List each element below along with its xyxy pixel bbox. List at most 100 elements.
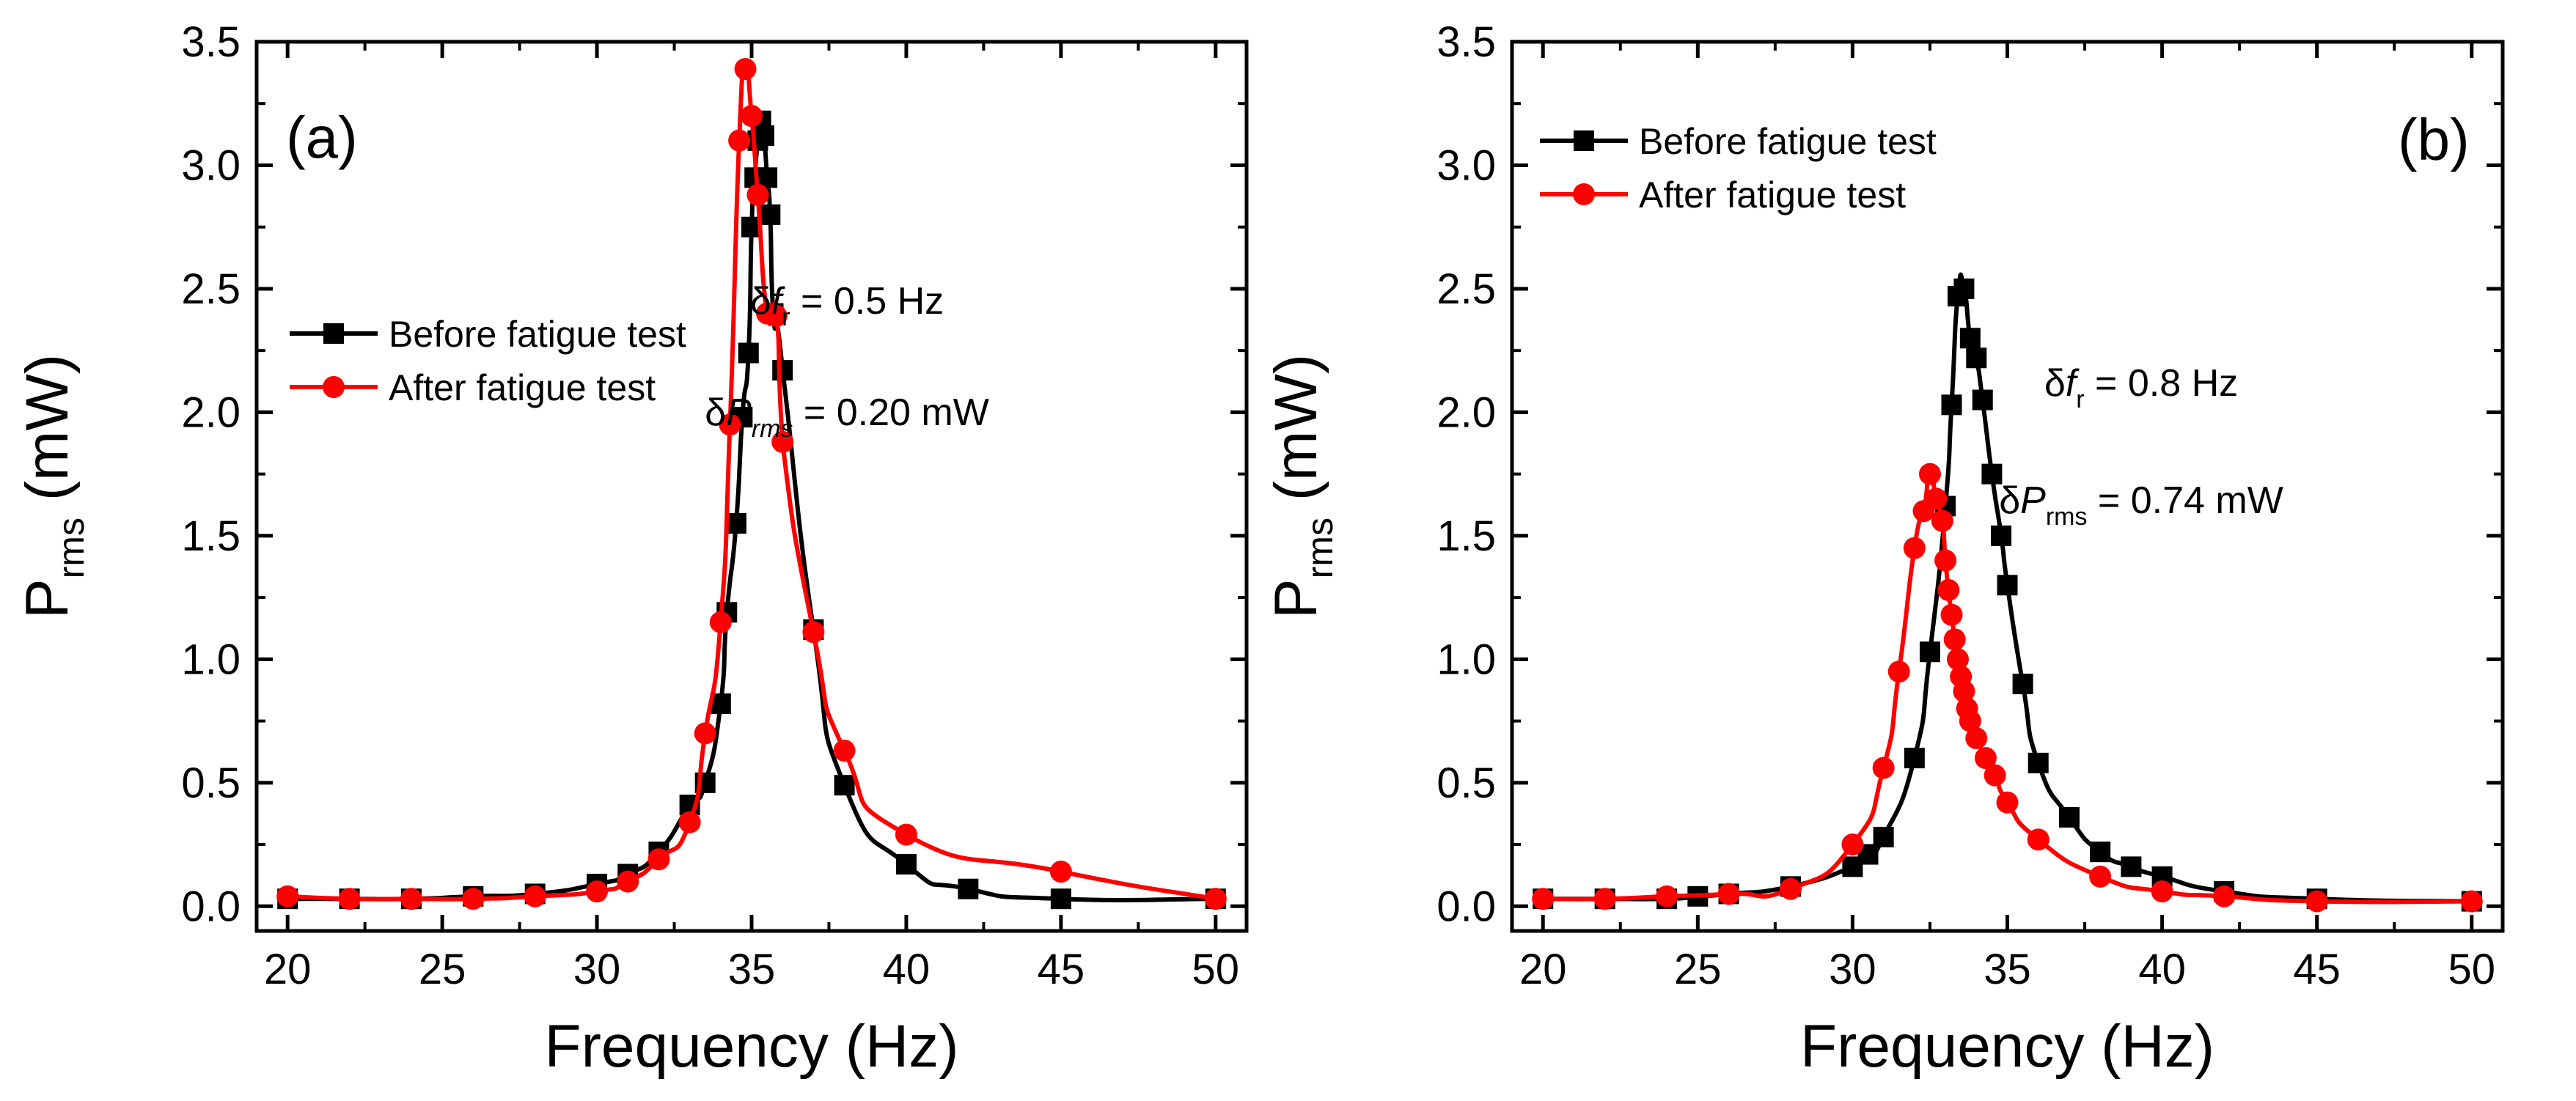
legend-label: After fatigue test	[1639, 174, 1906, 216]
series-after	[1532, 463, 2483, 913]
x-tick-label: 50	[1192, 946, 1240, 993]
data-point	[802, 621, 825, 644]
x-tick-label: 40	[883, 946, 931, 993]
data-point	[617, 870, 639, 893]
data-point	[753, 125, 774, 147]
y-tick-label: 0.0	[181, 883, 241, 930]
data-point	[1779, 877, 1802, 900]
y-tick-label: 2.0	[181, 389, 241, 436]
data-point	[895, 854, 917, 875]
legend-label: After fatigue test	[389, 367, 656, 408]
data-point	[1965, 727, 1988, 750]
data-point	[1966, 347, 1987, 369]
data-point	[2090, 842, 2111, 863]
data-point	[1953, 278, 1975, 299]
data-point	[1050, 888, 1071, 910]
data-point	[694, 722, 716, 745]
data-point	[741, 105, 763, 128]
data-point	[462, 888, 485, 910]
y-tick-label: 0.0	[1436, 883, 1496, 930]
data-point	[2012, 674, 2033, 695]
data-point	[1959, 710, 1981, 732]
x-axis-title: Frequency (Hz)	[1800, 1013, 2214, 1080]
data-point	[1918, 463, 1941, 485]
legend-marker	[323, 323, 344, 344]
data-point	[586, 880, 609, 903]
data-point	[746, 183, 769, 206]
x-axis-title: Frequency (Hz)	[544, 1013, 958, 1080]
y-axis-title: Prms (mW)	[1263, 354, 1340, 619]
data-point	[734, 58, 757, 81]
x-tick-label: 30	[573, 946, 621, 993]
y-tick-label: 0.5	[1436, 759, 1496, 807]
series-after	[276, 58, 1227, 910]
data-point	[765, 305, 788, 328]
data-point	[895, 823, 917, 846]
data-point	[958, 878, 979, 899]
x-tick-label: 50	[2448, 946, 2496, 993]
data-point	[1925, 487, 1948, 510]
y-tick-label: 1.5	[1436, 512, 1496, 560]
data-point	[647, 848, 670, 871]
y-tick-label: 2.0	[1436, 389, 1496, 436]
data-point	[725, 513, 746, 534]
data-point	[276, 885, 299, 907]
data-point	[1953, 680, 1975, 703]
x-tick-label: 20	[1519, 946, 1567, 993]
data-point	[2121, 856, 2142, 877]
data-point	[1974, 747, 1997, 770]
legend: Before fatigue test After fatigue test	[1540, 121, 1937, 216]
data-point	[2151, 880, 2173, 903]
panel-label: (a)	[286, 105, 358, 170]
data-point	[834, 775, 855, 796]
data-point	[1593, 888, 1616, 910]
data-point	[2028, 752, 2049, 773]
data-point	[1931, 509, 1953, 532]
data-point	[1841, 833, 1864, 856]
data-point	[760, 204, 781, 225]
data-point	[2058, 807, 2080, 828]
data-point	[524, 885, 546, 907]
series-before	[1533, 272, 2482, 912]
data-point	[738, 342, 759, 364]
y-tick-label: 0.5	[181, 759, 241, 807]
x-tick-label: 25	[1674, 946, 1722, 993]
x-tick-label: 40	[2138, 946, 2186, 993]
data-point	[1997, 575, 2018, 596]
legend-marker	[323, 376, 345, 398]
y-axis-title: Prms (mW)	[14, 354, 92, 619]
data-point	[1991, 525, 2012, 546]
y-tick-label: 1.0	[181, 636, 241, 683]
panel-label: (b)	[2398, 107, 2470, 172]
data-point	[2460, 890, 2483, 913]
annotation-delta-f: δfr = 0.8 Hz	[2044, 362, 2238, 413]
data-point	[719, 413, 741, 436]
series-before	[277, 110, 1226, 910]
data-point	[1981, 463, 2003, 485]
x-tick-label: 30	[1829, 946, 1876, 993]
chart-panel-b: 20 25 30 35 40 45 50 0.0 0.5 1.0 1.5 2.0 2.5 3.0 3.5 Fr…	[1263, 18, 2505, 1080]
annotation-delta-f: δfr = 0.5 Hz	[750, 280, 944, 331]
data-point	[1972, 389, 1993, 410]
legend-marker	[1574, 130, 1594, 151]
series-line	[287, 64, 1217, 902]
data-point	[1049, 861, 1072, 883]
x-tick-label: 45	[2293, 946, 2341, 993]
y-tick-label: 2.5	[181, 265, 241, 313]
data-point	[338, 888, 361, 910]
y-tick-label: 1.5	[181, 512, 241, 560]
y-tick-label: 1.0	[1436, 636, 1496, 683]
legend: Before fatigue test After fatigue test	[290, 314, 686, 408]
data-point	[1717, 883, 1740, 905]
data-point	[728, 129, 751, 152]
data-point	[1996, 791, 2019, 814]
data-point	[1873, 826, 1894, 847]
annotation-delta-p: δPrms = 0.20 mW	[705, 391, 989, 443]
data-point	[2305, 890, 2328, 913]
data-point	[2213, 885, 2236, 907]
data-point	[1872, 756, 1895, 779]
data-point	[2027, 828, 2050, 851]
data-point	[1937, 579, 1960, 602]
data-point	[1904, 748, 1925, 769]
